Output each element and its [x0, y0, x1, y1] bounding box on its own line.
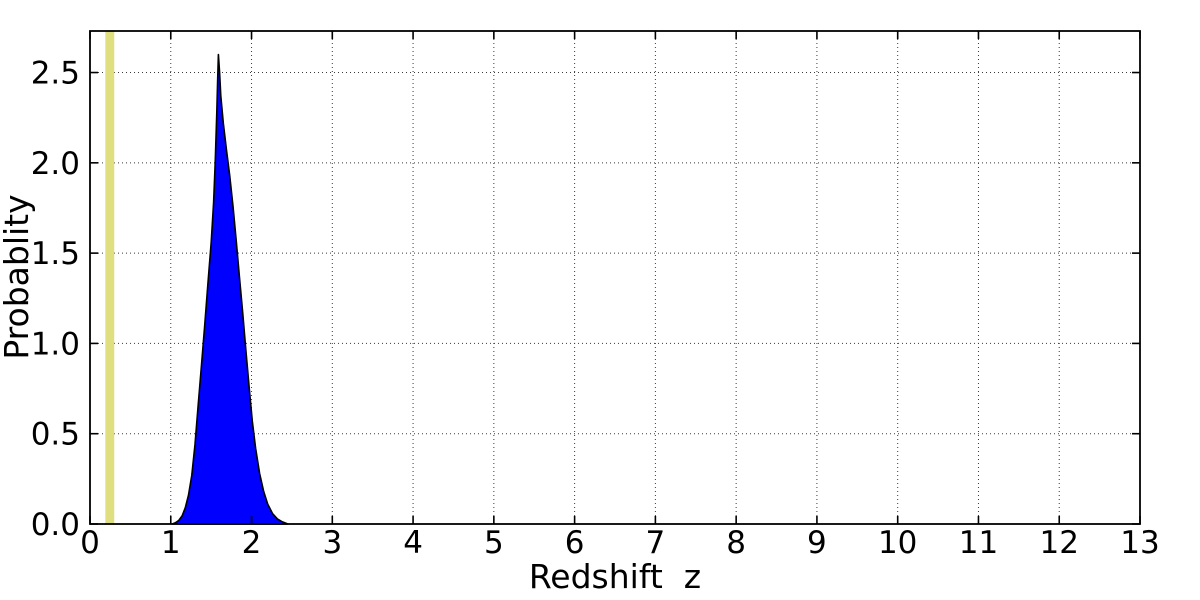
y-tick-label: 0.0 [31, 507, 80, 543]
x-tick-label: 2 [242, 525, 262, 561]
plot-frame [89, 30, 1141, 525]
series-layer [171, 53, 289, 525]
x-tick-label: 5 [484, 525, 504, 561]
x-axis-label: Redshift z [529, 557, 701, 596]
annotation-layer [105, 31, 115, 524]
x-tick-label: 11 [959, 525, 998, 561]
x-tick-label: 7 [646, 525, 666, 561]
y-tick-label: 0.5 [31, 417, 80, 453]
redshift-probability-density-curve [171, 53, 289, 525]
x-tick-label: 6 [565, 525, 585, 561]
x-tick-label: 8 [726, 525, 746, 561]
x-tick-labels: 0 1 2 3 4 5 6 7 8 9 10 11 12 13 [80, 525, 1160, 561]
y-tick-label: 1.0 [31, 326, 80, 362]
x-tick-label: 3 [322, 525, 342, 561]
x-tick-label: 4 [403, 525, 423, 561]
tick-layer [89, 31, 1141, 525]
x-tick-label: 9 [807, 525, 827, 561]
y-axis-label: Probablity [0, 194, 36, 359]
x-tick-label: 0 [80, 525, 100, 561]
y-tick-label: 2.5 [31, 56, 80, 92]
y-tick-label: 2.0 [31, 146, 80, 182]
x-tick-label: 10 [878, 525, 917, 561]
x-tick-label: 13 [1120, 525, 1159, 561]
y-tick-label: 1.5 [31, 236, 80, 272]
x-tick-label: 12 [1040, 525, 1079, 561]
low-z-reference-band-vspan [105, 31, 115, 524]
y-tick-labels: 0.0 0.5 1.0 1.5 2.0 2.5 [31, 56, 80, 543]
x-tick-label: 1 [161, 525, 181, 561]
grid-layer [90, 31, 1140, 524]
